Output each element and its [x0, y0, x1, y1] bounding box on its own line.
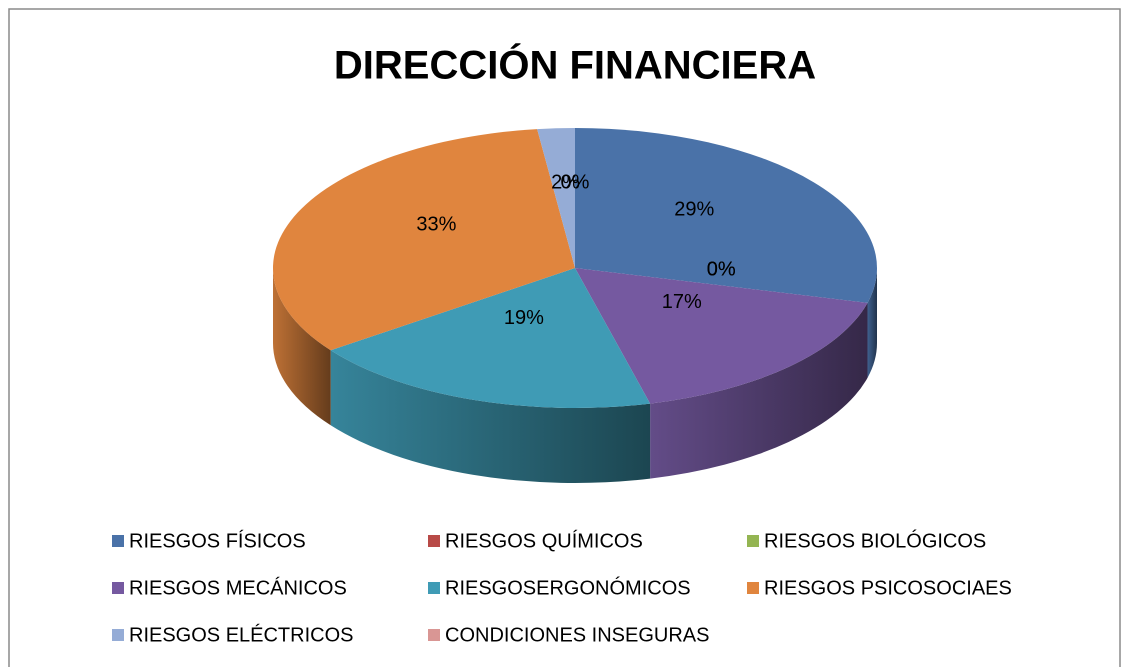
- legend-label: RIESGOS FÍSICOS: [129, 529, 306, 552]
- value-label: 19%: [504, 307, 544, 329]
- pie-tops: [272, 128, 877, 409]
- legend: RIESGOS FÍSICOS RIESGOS QUÍMICOS RIESGOS B…: [112, 529, 1012, 646]
- chart-title: DIRECCIÓN FINANCIERA: [334, 42, 816, 88]
- legend-label: RIESGOS PSICOSOCIAES: [764, 577, 1012, 599]
- legend-swatch: [112, 629, 124, 641]
- pie-sides: [273, 268, 877, 483]
- value-label: 0%: [707, 259, 736, 281]
- legend-swatch: [112, 535, 124, 547]
- legend-label: RIESGOS ELÉCTRICOS: [129, 623, 354, 646]
- pie-slice: [537, 128, 575, 268]
- value-labels: 29%0%0%17%19%33%2%0%: [416, 171, 736, 329]
- pie-slice: [272, 129, 575, 351]
- legend-swatch: [428, 629, 440, 641]
- value-label: 33%: [416, 213, 456, 235]
- legend-label: RIESGOSERGONÓMICOS: [445, 576, 691, 599]
- legend-label: CONDICIONES INSEGURAS: [445, 624, 709, 646]
- slice-side: [650, 302, 868, 479]
- value-label: 29%: [674, 198, 714, 220]
- legend-swatch: [428, 582, 440, 594]
- pie-slice: [575, 128, 877, 303]
- legend-swatch: [747, 582, 759, 594]
- legend-label: RIESGOS MECÁNICOS: [129, 576, 347, 599]
- value-label: 17%: [662, 291, 702, 313]
- slice-side: [273, 268, 331, 426]
- slice-side: [867, 268, 877, 378]
- legend-swatch: [428, 535, 440, 547]
- legend-label: RIESGOS QUÍMICOS: [445, 529, 643, 552]
- value-label: 0%: [707, 259, 736, 281]
- legend-swatch: [747, 535, 759, 547]
- pie-slice: [575, 268, 868, 404]
- value-label: 2%: [551, 171, 580, 193]
- value-label: 0%: [561, 171, 590, 193]
- legend-swatch: [112, 582, 124, 594]
- slice-side: [330, 350, 651, 483]
- legend-label: RIESGOS BIOLÓGICOS: [764, 529, 986, 552]
- pie-slice: [330, 268, 651, 409]
